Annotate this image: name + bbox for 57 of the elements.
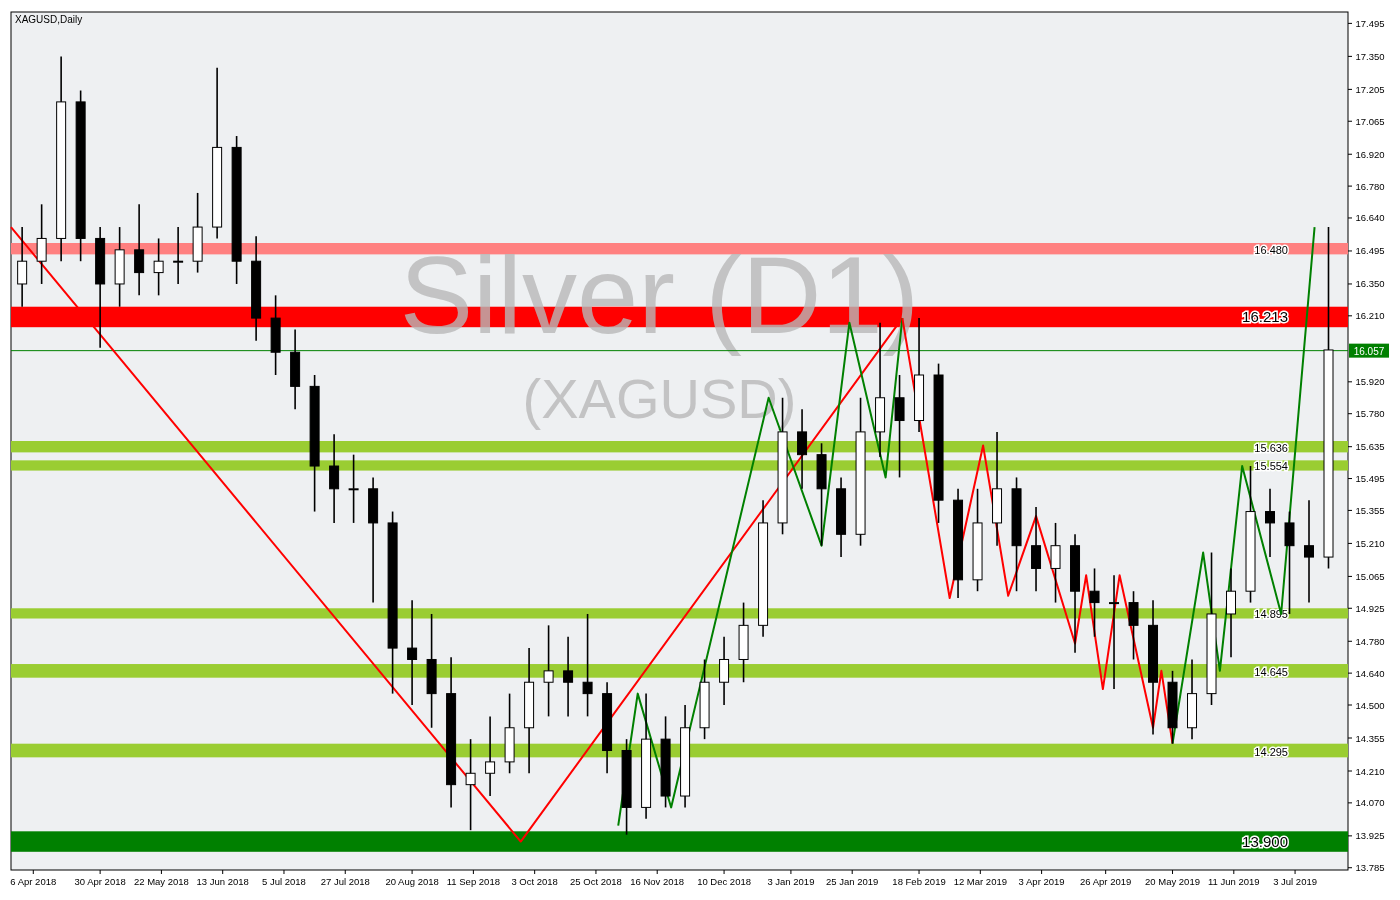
x-tick-label: 3 Oct 2018 xyxy=(511,876,558,887)
x-tick-label: 3 Jan 2019 xyxy=(767,876,815,887)
band-label: 14.295 xyxy=(1254,745,1288,758)
x-tick-label: 13 Jun 2018 xyxy=(196,876,249,887)
x-tick-label: 3 Apr 2019 xyxy=(1018,876,1065,887)
x-tick-label: 20 Aug 2018 xyxy=(385,876,439,887)
x-tick-label: 22 May 2018 xyxy=(133,876,189,887)
band-label: 15.636 xyxy=(1254,441,1288,454)
x-tick-label: 18 Feb 2019 xyxy=(892,876,946,887)
y-tick-label: 16.495 xyxy=(1355,245,1385,257)
x-tick-label: 3 Jul 2019 xyxy=(1273,876,1317,887)
y-tick-label: 16.210 xyxy=(1355,310,1385,322)
band-label: 14.895 xyxy=(1254,608,1288,621)
x-tick-label: 12 Mar 2019 xyxy=(953,876,1007,887)
x-tick-label: 10 Dec 2018 xyxy=(697,876,751,887)
band-label: 13.900 xyxy=(1242,832,1288,850)
y-tick-label: 14.780 xyxy=(1355,635,1385,647)
x-tick-label: 25 Oct 2018 xyxy=(570,876,622,887)
y-tick-label: 14.210 xyxy=(1355,765,1385,777)
y-tick-label: 13.785 xyxy=(1355,862,1385,874)
y-tick-label: 14.925 xyxy=(1355,602,1385,614)
x-tick-label: 5 Jul 2018 xyxy=(262,876,306,887)
y-tick-label: 17.495 xyxy=(1355,17,1385,29)
x-tick-label: 27 Jul 2018 xyxy=(320,876,370,887)
y-tick-label: 15.780 xyxy=(1355,408,1385,420)
y-tick-label: 15.355 xyxy=(1355,504,1385,516)
band-label: 16.213 xyxy=(1242,307,1288,325)
x-tick-label: 30 Apr 2018 xyxy=(74,876,126,887)
y-tick-label: 15.635 xyxy=(1355,441,1385,453)
y-tick-label: 14.640 xyxy=(1355,667,1385,679)
band-label: 14.645 xyxy=(1254,665,1288,678)
x-tick-label: 26 Apr 2019 xyxy=(1080,876,1132,887)
y-tick-label: 13.925 xyxy=(1355,830,1385,842)
band-label: 15.554 xyxy=(1254,460,1288,473)
y-tick-label: 17.205 xyxy=(1355,83,1385,95)
y-tick-label: 17.350 xyxy=(1355,50,1385,62)
band-label: 16.480 xyxy=(1254,243,1288,256)
x-tick-label: 16 Nov 2018 xyxy=(630,876,685,887)
x-tick-label: 11 Jun 2019 xyxy=(1208,876,1260,887)
y-tick-label: 14.500 xyxy=(1355,699,1385,711)
chart-title: XAGUSD,Daily xyxy=(15,14,83,25)
x-tick-label: 20 May 2019 xyxy=(1145,876,1200,887)
x-tick-label: 11 Sep 2018 xyxy=(446,876,500,887)
x-tick-label: 25 Jan 2019 xyxy=(826,876,879,887)
y-tick-label: 14.355 xyxy=(1355,732,1385,744)
y-tick-label: 16.920 xyxy=(1355,148,1385,160)
y-tick-label: 15.495 xyxy=(1355,473,1385,485)
y-tick-label: 15.920 xyxy=(1355,376,1385,388)
y-tick-label: 14.070 xyxy=(1355,797,1385,809)
y-tick-label: 15.210 xyxy=(1355,537,1385,549)
y-tick-label: 15.065 xyxy=(1355,570,1385,582)
y-tick-label: 16.640 xyxy=(1355,212,1385,224)
y-tick-label: 16.780 xyxy=(1355,180,1385,192)
x-tick-label: 6 Apr 2018 xyxy=(10,876,57,887)
y-tick-label: 17.065 xyxy=(1355,115,1385,127)
y-tick-label: 16.350 xyxy=(1355,278,1385,290)
ref-line-label: 16.057 xyxy=(1353,345,1385,357)
